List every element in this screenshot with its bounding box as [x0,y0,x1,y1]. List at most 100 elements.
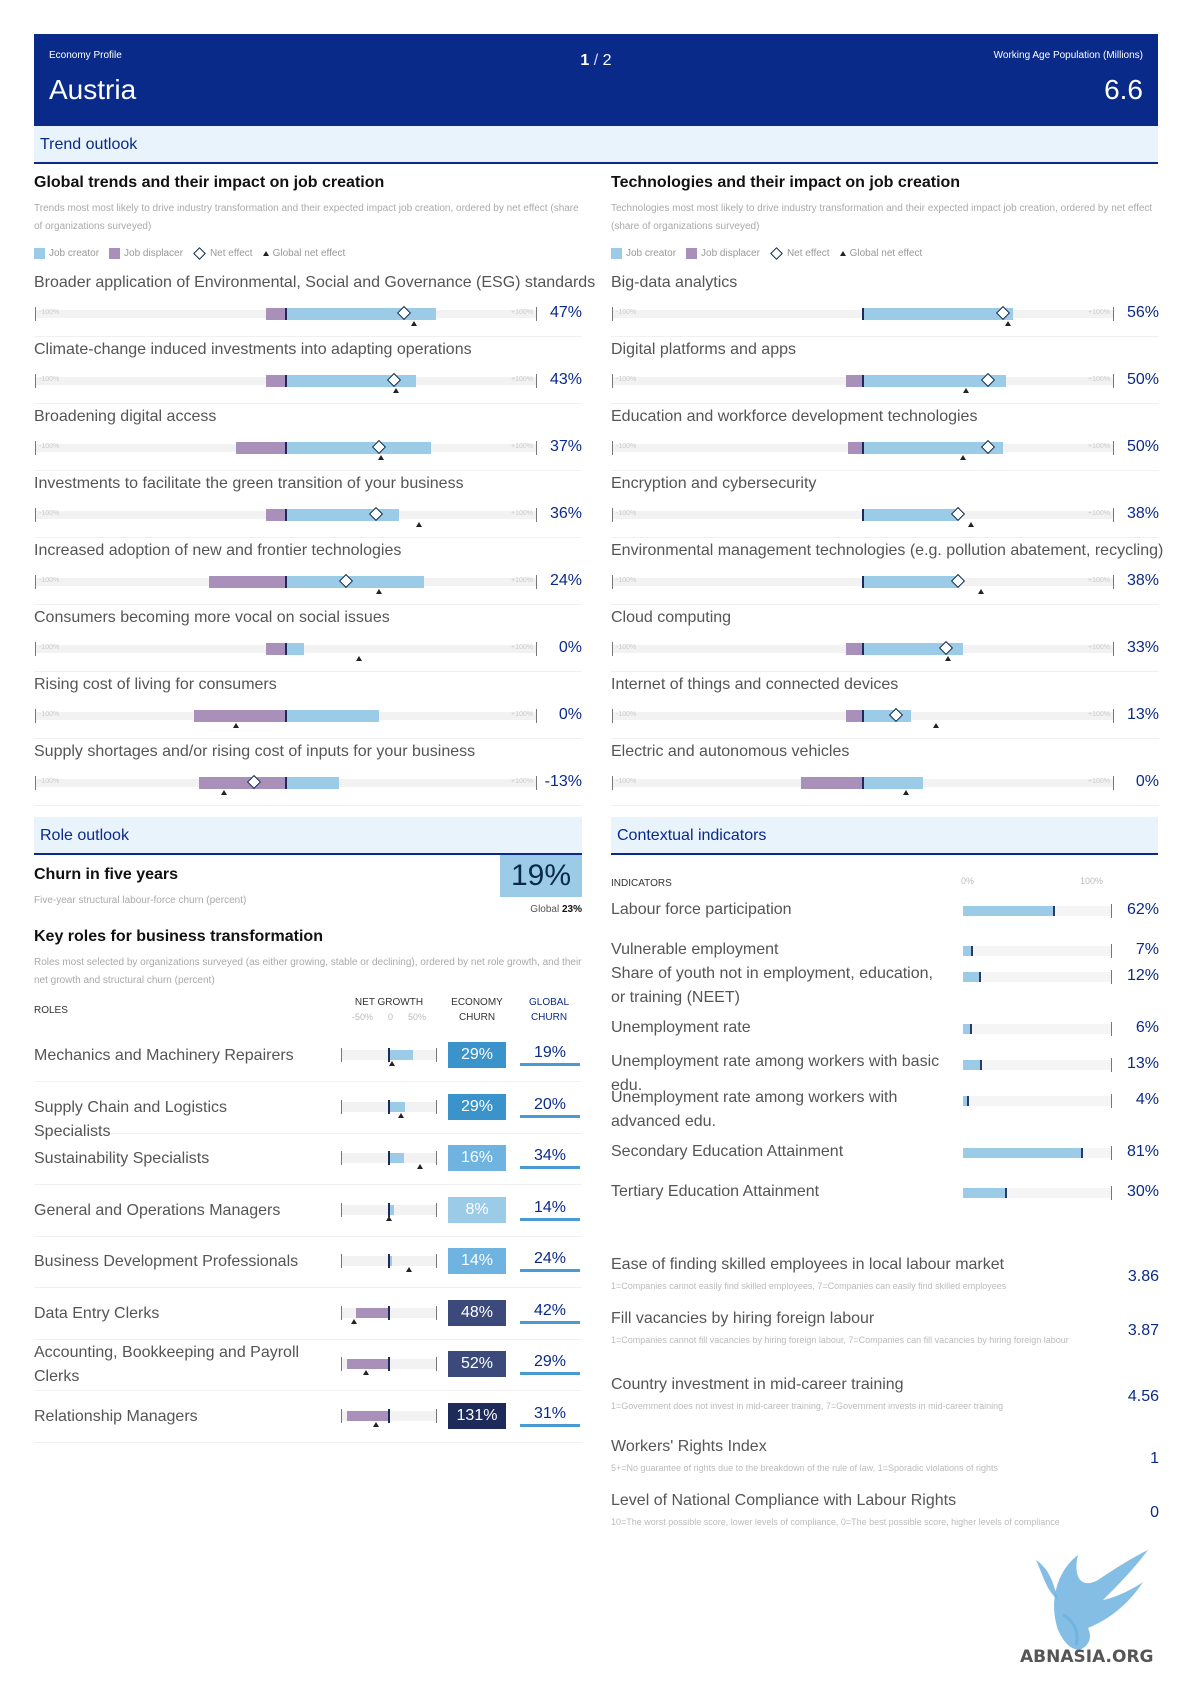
score-row: Country investment in mid-career trainin… [611,1376,1159,1426]
track-edge-right [436,1357,437,1371]
scale-right-label: +100% [511,577,533,584]
indicator-marker [980,1060,983,1070]
scale-left-label: -100% [616,309,637,316]
zero-line [862,576,864,588]
net-growth-scale: -50% 0 50% [342,1010,436,1025]
global-net-marker [355,656,362,661]
displacer-bar [845,375,863,387]
net-effect-value: 0% [558,706,582,723]
net-growth-bar [346,1359,389,1369]
zero-line [285,710,287,722]
net-effect-value: 38% [1126,572,1159,589]
trend-label: Climate-change induced investments into … [34,341,472,358]
trend-label: Consumers becoming more vocal on social … [34,609,390,626]
score-value: 3.86 [1127,1268,1159,1285]
global-growth-marker [405,1267,412,1272]
track-edge-left [35,776,36,790]
economy-churn-value: 29% [448,1042,506,1068]
creator-bar [863,643,963,655]
zero-line [388,1151,390,1165]
net-growth-track [341,1151,437,1169]
indicator-row: Labour force participation 62% [611,898,1159,944]
contextual-title: Contextual indicators [617,827,767,844]
track-edge-right [536,441,537,455]
score-note: 1=Government does not invest in mid-care… [611,1401,1004,1411]
creator-bar [863,710,911,722]
indicator-label: Labour force participation [611,901,792,918]
indicator-row: Tertiary Education Attainment 30% [611,1180,1159,1226]
trend-label: Broadening digital access [34,408,217,425]
churn-desc: Five-year structural labour-force churn … [34,895,247,906]
global-net-marker [967,522,974,527]
impact-track: -100% +100% [612,506,1114,527]
impact-track: -100% +100% [612,372,1114,393]
scale-left-label: -100% [616,510,637,517]
track-edge-right [536,642,537,656]
global-net-marker [220,790,227,795]
zero-line [862,710,864,722]
impact-track: -100% +100% [35,774,537,795]
global-churn-value: 29% [520,1349,580,1375]
global-growth-marker [398,1112,405,1118]
creator-bar [863,442,1003,454]
zero-line [285,442,287,454]
score-value: 3.87 [1127,1322,1159,1339]
col-economy-churn: ECONOMY CHURN [442,995,512,1025]
track-edge-left [341,1048,342,1062]
score-row: Workers' Rights Index 5+=No guarantee of … [611,1438,1159,1488]
net-growth-bar [356,1307,389,1318]
role-label: Accounting, Bookkeeping and Payroll Cler… [34,1344,300,1385]
track-end [1111,970,1112,984]
role-label: Mechanics and Machinery Repairers [34,1047,294,1064]
score-value: 4.56 [1127,1388,1159,1405]
impact-track: -100% +100% [35,439,537,460]
page-indicator: 1 / 2 [34,52,1158,70]
displacer-bar [198,777,286,789]
role-outlook-title: Role outlook [40,827,129,844]
track-edge-right [436,1048,437,1062]
net-growth-bar [389,1101,405,1112]
displacer-bar [266,308,286,320]
scale-left-label: -100% [616,376,637,383]
scale-right-label: +100% [1088,778,1110,785]
profile-header: Economy Profile Austria 1 / 2 Working Ag… [34,34,1158,126]
trend-outlook-title: Trend outlook [40,136,138,153]
indicator-label: Secondary Education Attainment [611,1143,844,1160]
trend-row: Environmental management technologies (e… [611,538,1163,605]
indicator-fill [963,906,1055,916]
track-edge-left [341,1408,342,1423]
displacer-bar [848,442,863,454]
track-edge-right [1113,709,1114,723]
creator-bar [286,777,339,789]
trend-row: Education and workforce development tech… [611,404,1159,471]
scale-zero: 0 [387,1012,393,1022]
legend-creator: Job creator [626,248,677,259]
zero-line [388,1048,390,1062]
net-effect-value: 13% [1126,706,1159,723]
economy-profile-label: Economy Profile [49,50,122,61]
contextual-bar: Contextual indicators [611,817,1158,855]
track-edge-right [436,1099,437,1114]
track-end [1111,1094,1112,1108]
track-edge-left [341,1357,342,1371]
indicator-fill [963,1096,969,1106]
displacer-bar [845,710,863,722]
indicator-fill [963,1148,1083,1158]
global-net-marker [378,455,384,460]
track-edge-right [436,1202,437,1217]
table-row: Relationship Managers 131% 31% [34,1391,582,1443]
economy-churn-value: 131% [448,1402,506,1429]
zero-line [388,1254,390,1268]
global-net-marker [932,723,939,728]
scale-right-label: +100% [1088,309,1110,316]
economy-churn-value: 8% [448,1196,506,1223]
impact-track: -100% +100% [35,573,537,594]
net-effect-value: 50% [1126,438,1159,455]
track-edge-left [612,374,613,388]
track-edge-right [536,374,537,388]
scale-right-label: +100% [511,309,533,316]
churn-global: Global 23% [480,904,582,915]
indicator-track [963,1146,1112,1160]
trends-desc: Trends most most likely to drive industr… [34,203,579,232]
ind-scale-0: 0% [961,876,975,886]
